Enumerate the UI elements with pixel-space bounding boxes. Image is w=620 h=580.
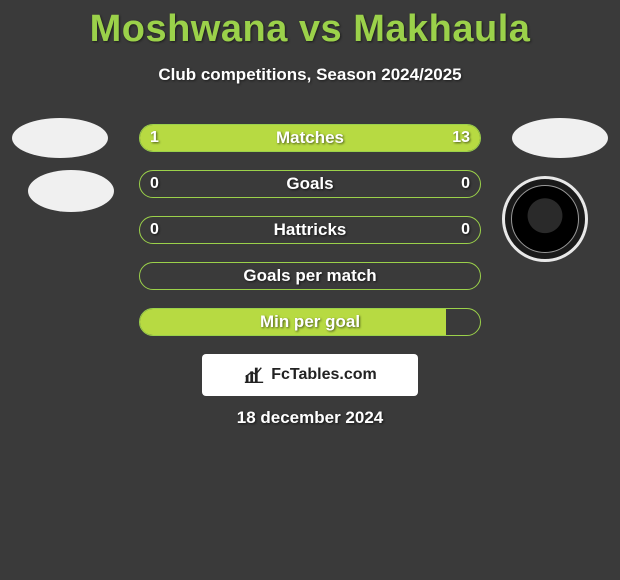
page-title: Moshwana vs Makhaula bbox=[0, 0, 620, 51]
stat-label: Min per goal bbox=[140, 309, 480, 335]
stat-label: Hattricks bbox=[140, 217, 480, 243]
source-badge: FcTables.com bbox=[202, 354, 418, 396]
date-label: 18 december 2024 bbox=[0, 408, 620, 428]
player-right-avatar bbox=[512, 118, 608, 158]
stat-label: Goals per match bbox=[140, 263, 480, 289]
club-right-badge bbox=[502, 176, 588, 262]
stat-row: 00Goals bbox=[139, 170, 481, 198]
stat-row: 113Matches bbox=[139, 124, 481, 152]
player-left-avatar bbox=[12, 118, 108, 158]
stat-row: 00Hattricks bbox=[139, 216, 481, 244]
stat-row: Goals per match bbox=[139, 262, 481, 290]
stat-label: Goals bbox=[140, 171, 480, 197]
chart-icon bbox=[243, 364, 265, 386]
stat-bars: 113Matches 00Goals 00Hattricks Goals per ma… bbox=[139, 124, 481, 354]
stat-row: Min per goal bbox=[139, 308, 481, 336]
subtitle: Club competitions, Season 2024/2025 bbox=[0, 65, 620, 85]
stat-label: Matches bbox=[140, 125, 480, 151]
source-label: FcTables.com bbox=[271, 366, 377, 384]
club-left-badge bbox=[28, 170, 114, 212]
